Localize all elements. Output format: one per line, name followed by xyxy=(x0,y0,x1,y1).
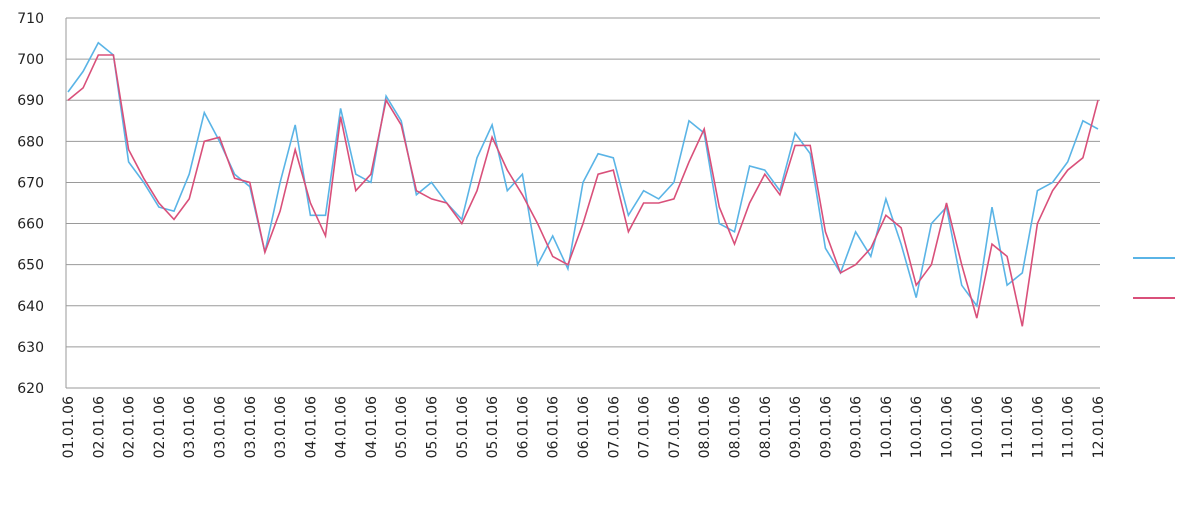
x-tick-label: 10.01.06 xyxy=(909,396,925,458)
x-tick-label: 10.01.06 xyxy=(940,396,956,458)
x-tick-label: 03.01.06 xyxy=(212,396,228,458)
y-tick-label: 620 xyxy=(17,381,44,397)
x-tick-label: 05.01.06 xyxy=(394,396,410,458)
y-tick-label: 680 xyxy=(17,134,44,150)
x-tick-label: 08.01.06 xyxy=(727,396,743,458)
x-tick-label: 03.01.06 xyxy=(182,396,198,458)
y-tick-label: 630 xyxy=(17,340,44,356)
x-tick-label: 07.01.06 xyxy=(667,396,683,458)
x-tick-label: 01.01.06 xyxy=(61,396,77,458)
x-tick-label: 02.01.06 xyxy=(152,396,168,458)
x-tick-label: 06.01.06 xyxy=(546,396,562,458)
x-tick-label: 09.01.06 xyxy=(849,396,865,458)
x-tick-label: 07.01.06 xyxy=(606,396,622,458)
x-tick-label: 05.01.06 xyxy=(425,396,441,458)
x-tick-label: 08.01.06 xyxy=(758,396,774,458)
x-tick-label: 10.01.06 xyxy=(879,396,895,458)
y-tick-label: 650 xyxy=(17,258,44,274)
y-tick-label: 710 xyxy=(17,11,44,27)
x-tick-label: 11.01.06 xyxy=(1061,396,1077,458)
y-tick-label: 670 xyxy=(17,175,44,191)
x-tick-label: 04.01.06 xyxy=(364,396,380,458)
x-tick-label: 09.01.06 xyxy=(818,396,834,458)
x-tick-label: 02.01.06 xyxy=(122,396,138,458)
x-tick-label: 03.01.06 xyxy=(243,396,259,458)
x-tick-label: 10.01.06 xyxy=(970,396,986,458)
x-tick-label: 02.01.06 xyxy=(91,396,107,458)
y-tick-label: 700 xyxy=(17,52,44,68)
y-tick-label: 690 xyxy=(17,93,44,109)
y-tick-label: 660 xyxy=(17,217,44,233)
x-tick-label: 05.01.06 xyxy=(455,396,471,458)
x-tick-label: 11.01.06 xyxy=(1030,396,1046,458)
x-tick-label: 09.01.06 xyxy=(788,396,804,458)
x-tick-label: 03.01.06 xyxy=(273,396,289,458)
x-tick-label: 06.01.06 xyxy=(576,396,592,458)
series-line xyxy=(67,54,1099,327)
x-tick-label: 07.01.06 xyxy=(637,396,653,458)
x-tick-label: 11.01.06 xyxy=(1000,396,1016,458)
series-line xyxy=(67,41,1099,308)
x-tick-label: 04.01.06 xyxy=(303,396,319,458)
x-tick-label: 05.01.06 xyxy=(485,396,501,458)
x-tick-label: 06.01.06 xyxy=(515,396,531,458)
x-tick-label: 04.01.06 xyxy=(334,396,350,458)
x-tick-label: 12.01.06 xyxy=(1091,396,1107,458)
x-tick-label: 08.01.06 xyxy=(697,396,713,458)
y-tick-label: 640 xyxy=(17,299,44,315)
